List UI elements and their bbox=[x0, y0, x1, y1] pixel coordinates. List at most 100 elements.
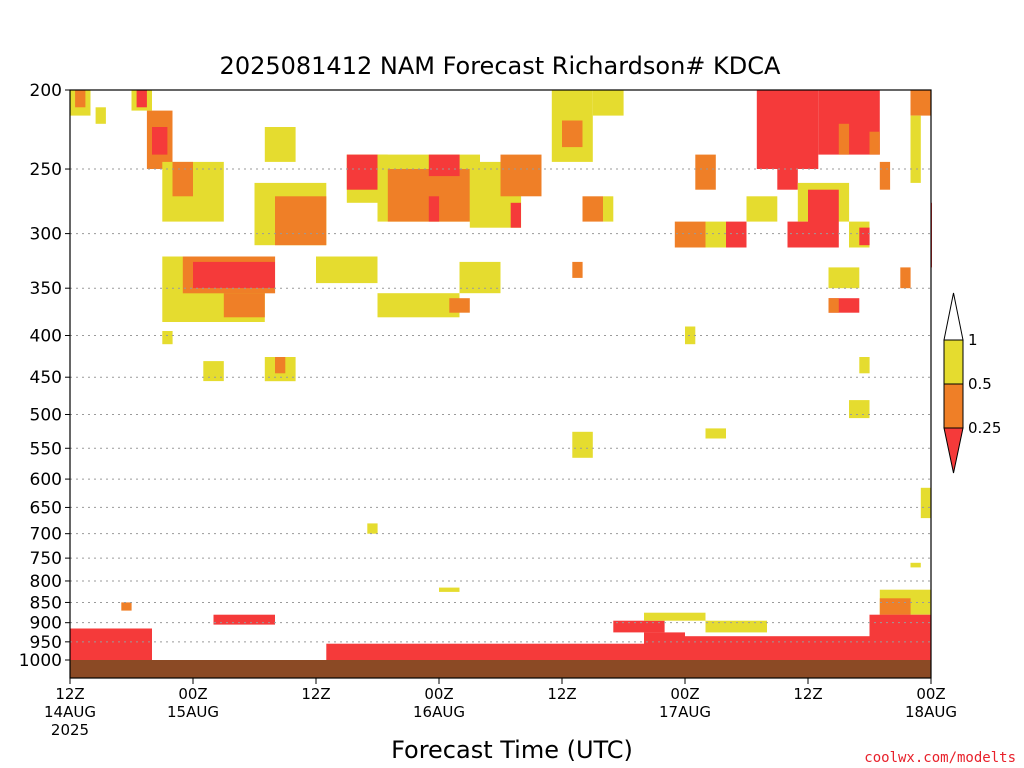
credit-text: coolwx.com/modelts bbox=[864, 750, 1016, 766]
ri-cell-high bbox=[849, 400, 870, 419]
ri-cell-mid bbox=[172, 161, 193, 197]
ri-cell-high bbox=[746, 196, 778, 222]
ri-cell-low bbox=[787, 221, 819, 248]
ri-cell-low bbox=[510, 202, 521, 228]
ri-cell-high bbox=[439, 587, 460, 592]
colorbar-bottom-arrow bbox=[943, 427, 964, 474]
ri-cell-low bbox=[136, 90, 147, 108]
colorbar-tick-label: 1 bbox=[968, 331, 978, 349]
y-tick-label: 950 bbox=[30, 633, 62, 653]
colorbar-legend: 1 0.5 0.25 bbox=[943, 292, 1001, 474]
x-tick-label: 18AUG bbox=[905, 703, 957, 721]
ri-cell-mid bbox=[562, 120, 583, 148]
ri-cell-mid bbox=[449, 298, 470, 313]
ri-cell-mid bbox=[121, 602, 132, 611]
y-tick-label: 250 bbox=[30, 160, 62, 180]
y-tick-label: 450 bbox=[30, 368, 62, 388]
x-tick-label: 00Z bbox=[916, 685, 945, 703]
ri-cell-mid bbox=[695, 154, 716, 190]
ri-cell-high bbox=[377, 293, 460, 318]
x-tick-label: 12Z bbox=[55, 685, 84, 703]
ri-cell-mid bbox=[275, 357, 286, 374]
y-tick-label: 350 bbox=[30, 279, 62, 299]
ri-cell-high bbox=[316, 256, 378, 284]
x-tick-label: 12Z bbox=[547, 685, 576, 703]
ri-cell-mid bbox=[838, 123, 850, 155]
ri-cell-high bbox=[264, 127, 296, 162]
ri-cell-mid bbox=[879, 161, 891, 190]
ri-cell-mid bbox=[223, 293, 265, 318]
colorbar-tick-label: 0.25 bbox=[968, 419, 1001, 437]
ri-cell-high bbox=[910, 562, 921, 568]
ri-cell-mid bbox=[828, 298, 839, 313]
ri-cell-low bbox=[193, 261, 275, 289]
ri-cell-mid bbox=[910, 90, 931, 116]
y-tick-label: 750 bbox=[30, 549, 62, 569]
ri-cell-low bbox=[869, 614, 931, 660]
y-tick-label: 500 bbox=[30, 406, 62, 426]
ri-cell-mid bbox=[75, 90, 86, 108]
ri-cell-high bbox=[603, 196, 614, 222]
ri-cell-mid bbox=[500, 154, 542, 197]
ri-cell-high bbox=[859, 357, 870, 374]
x-tick-label: 00Z bbox=[670, 685, 699, 703]
ri-cell-mid bbox=[275, 196, 327, 246]
ri-cell-high bbox=[705, 221, 726, 248]
ri-cell-high bbox=[162, 331, 173, 345]
colorbar-bin-mid bbox=[943, 383, 964, 429]
ri-cell-high bbox=[705, 620, 767, 633]
x-axis-label: Forecast Time (UTC) bbox=[391, 736, 633, 764]
ri-cell-high bbox=[572, 431, 593, 458]
ri-cell-high bbox=[828, 267, 860, 289]
x-tick-label: 00Z bbox=[424, 685, 453, 703]
y-tick-label: 600 bbox=[30, 470, 62, 490]
ri-cell-mid bbox=[879, 598, 911, 615]
ri-cell-high bbox=[592, 90, 624, 116]
ri-cell-low bbox=[428, 154, 460, 177]
ri-cell-low bbox=[726, 221, 747, 248]
ri-cell-low bbox=[859, 227, 870, 246]
ri-cell-low bbox=[70, 628, 152, 660]
colorbar-tick-label: 0.5 bbox=[968, 375, 992, 393]
ri-cell-low bbox=[613, 620, 665, 633]
ri-cell-low bbox=[777, 161, 798, 190]
colorbar-bin-high bbox=[943, 339, 964, 385]
ri-cell-high bbox=[910, 115, 921, 183]
ri-cell-high bbox=[705, 428, 726, 439]
y-tick-label: 1000 bbox=[19, 651, 62, 671]
ri-cell-high bbox=[920, 487, 932, 519]
y-tick-label: 800 bbox=[30, 572, 62, 592]
ri-cell-high bbox=[685, 326, 696, 345]
ri-cell-low bbox=[152, 127, 168, 155]
ri-cell-low bbox=[428, 196, 440, 222]
y-axis-ticks: 200 250 300 350 400 450 500 550 600 650 700 750 8008… bbox=[19, 81, 70, 671]
x-tick-label: 17AUG bbox=[659, 703, 711, 721]
ri-cell-low bbox=[326, 643, 645, 660]
ri-cell-high bbox=[162, 161, 224, 222]
ri-cell-mid bbox=[869, 131, 880, 155]
x-tick-label: 15AUG bbox=[167, 703, 219, 721]
plot-area bbox=[70, 90, 932, 678]
ri-cell-high bbox=[644, 612, 706, 621]
y-tick-label: 200 bbox=[30, 81, 62, 101]
ri-cell-mid bbox=[572, 261, 583, 278]
y-tick-label: 900 bbox=[30, 614, 62, 634]
x-tick-label: 14AUG bbox=[44, 703, 96, 721]
y-tick-label: 650 bbox=[30, 498, 62, 518]
y-tick-label: 700 bbox=[30, 525, 62, 545]
x-tick-label: 2025 bbox=[51, 721, 89, 739]
ri-cell-low bbox=[346, 154, 378, 190]
x-tick-label: 12Z bbox=[793, 685, 822, 703]
ground-surface bbox=[70, 660, 931, 678]
ri-cell-low bbox=[685, 636, 870, 660]
ri-cell-high bbox=[367, 523, 378, 534]
ri-cell-low bbox=[756, 90, 819, 169]
y-tick-label: 300 bbox=[30, 225, 62, 245]
ri-cell-low bbox=[644, 632, 685, 660]
colorbar-top-arrow bbox=[943, 292, 964, 341]
chart-title: 2025081412 NAM Forecast Richardson# KDCA bbox=[220, 52, 781, 80]
y-tick-label: 550 bbox=[30, 439, 62, 459]
ri-cell-high bbox=[203, 361, 224, 382]
